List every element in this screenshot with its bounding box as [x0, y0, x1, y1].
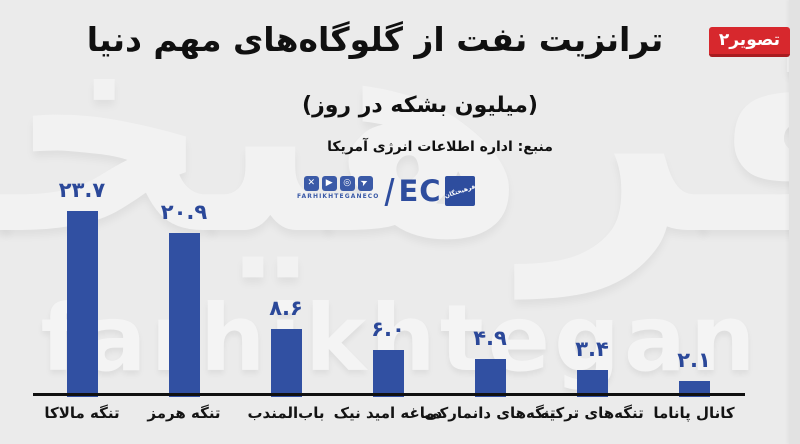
logo-caption: FARHIKHTEGANECO: [297, 193, 380, 200]
logo-divider: [384, 178, 395, 206]
x-axis-label: تنگه‌های ترکیه: [540, 404, 644, 422]
bar-value-label: ۶.۰: [371, 317, 405, 341]
bar: [270, 329, 302, 397]
image-number-badge: تصویر۲: [708, 27, 790, 57]
bar: [474, 359, 506, 397]
telegram-icon: ➤: [357, 176, 373, 191]
social-icons-row: ✕ ▶ ◎ ➤: [303, 176, 373, 191]
bar-value-label: ۸.۶: [269, 296, 303, 320]
bar: [168, 233, 200, 397]
bar-value-label: ۴.۹: [473, 326, 507, 350]
bar: [66, 211, 98, 397]
source-note: منبع: اداره اطلاعات انرژی آمریکا: [327, 139, 553, 155]
bar-value-label: ۲.۱: [677, 348, 711, 372]
bar: [372, 350, 404, 397]
instagram-icon: ◎: [339, 176, 355, 191]
telegram-glyph: ➤: [359, 176, 371, 190]
x-icon: ✕: [303, 176, 319, 191]
right-edge-strip: [789, 0, 800, 444]
bar: [576, 370, 608, 397]
bar-value-label: ۳.۴: [575, 337, 609, 361]
x-axis-label: باب‌المندب: [247, 404, 325, 422]
x-axis-label: تنگه هرمز: [147, 404, 221, 422]
bar-value-label: ۲۳.۷: [58, 178, 106, 202]
logo-mark: فرهیختگان: [444, 176, 475, 206]
x-axis-label: کانال پاناما: [653, 404, 735, 422]
x-axis-label: دماغه امید نیک: [333, 404, 443, 422]
logo-mark-text: فرهیختگان: [444, 182, 475, 200]
x-axis-label: تنگه‌های دانمارکی: [424, 404, 556, 422]
chart-title: ترانزیت نفت از گلوگاه‌های مهم دنیا: [86, 20, 664, 59]
logo-brand-text: EC: [398, 174, 442, 208]
chart-unit-subtitle: (میلیون بشکه در روز): [302, 93, 538, 118]
publisher-logo: ✕ ▶ ◎ ➤ FARHIKHTEGANECO EC فرهیختگان: [297, 176, 475, 206]
bar-value-label: ۲۰.۹: [160, 200, 208, 224]
x-axis-label: تنگه مالاکا: [44, 404, 120, 422]
social-icons-block: ✕ ▶ ◎ ➤ FARHIKHTEGANECO: [297, 176, 379, 200]
x-axis-line: [33, 393, 745, 396]
youtube-icon: ▶: [321, 176, 337, 191]
